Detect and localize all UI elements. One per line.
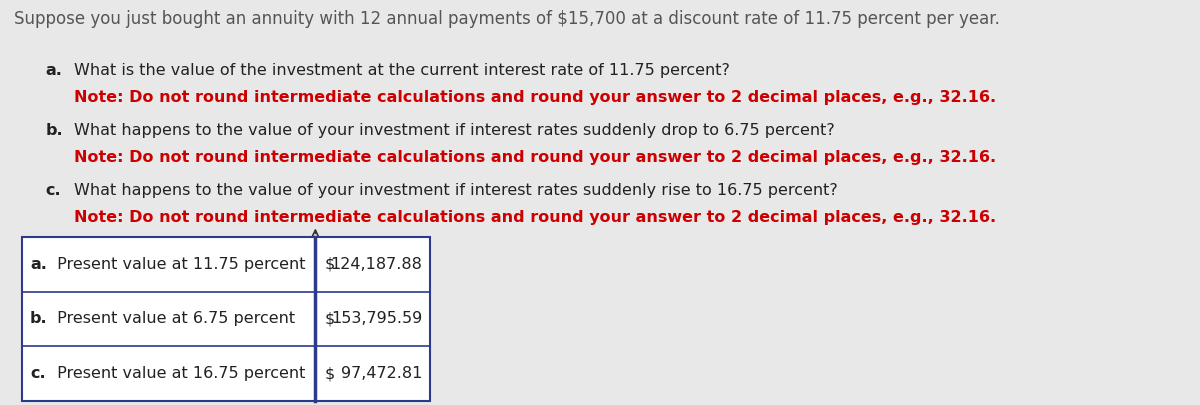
- Text: $: $: [325, 311, 335, 326]
- Text: $: $: [325, 366, 335, 381]
- Text: a.: a.: [46, 63, 62, 78]
- Text: 153,795.59: 153,795.59: [331, 311, 422, 326]
- Text: Note: Do not round intermediate calculations and round your answer to 2 decimal : Note: Do not round intermediate calculat…: [74, 210, 996, 225]
- Text: What happens to the value of your investment if interest rates suddenly drop to : What happens to the value of your invest…: [74, 123, 835, 138]
- Text: a.: a.: [30, 257, 47, 272]
- Text: What happens to the value of your investment if interest rates suddenly rise to : What happens to the value of your invest…: [74, 183, 838, 198]
- Text: $: $: [325, 257, 335, 272]
- Text: b.: b.: [46, 123, 64, 138]
- Text: Present value at 11.75 percent: Present value at 11.75 percent: [52, 257, 305, 272]
- Text: Note: Do not round intermediate calculations and round your answer to 2 decimal : Note: Do not round intermediate calculat…: [74, 90, 996, 105]
- Text: 124,187.88: 124,187.88: [330, 257, 422, 272]
- Text: 97,472.81: 97,472.81: [341, 366, 422, 381]
- Text: Present value at 16.75 percent: Present value at 16.75 percent: [52, 366, 305, 381]
- Text: Suppose you just bought an annuity with 12 annual payments of $15,700 at a disco: Suppose you just bought an annuity with …: [14, 10, 1001, 28]
- FancyBboxPatch shape: [22, 237, 430, 401]
- Text: What is the value of the investment at the current interest rate of 11.75 percen: What is the value of the investment at t…: [74, 63, 731, 78]
- Text: b.: b.: [30, 311, 48, 326]
- Text: c.: c.: [30, 366, 46, 381]
- Text: c.: c.: [46, 183, 61, 198]
- Text: Note: Do not round intermediate calculations and round your answer to 2 decimal : Note: Do not round intermediate calculat…: [74, 150, 996, 165]
- Text: Present value at 6.75 percent: Present value at 6.75 percent: [52, 311, 295, 326]
